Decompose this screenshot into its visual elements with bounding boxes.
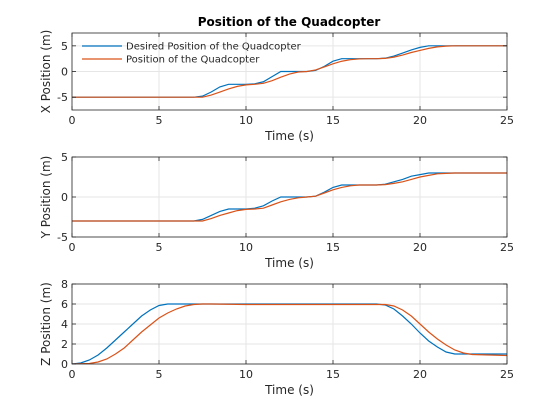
y-tick-label: 2 [61,338,68,351]
y-tick-label: 8 [61,278,68,291]
y-axis-label: Y Position (m) [39,156,53,240]
legend-label-1: Desired Position of the Quadcopter [126,42,302,53]
x-tick-label: 5 [156,241,163,254]
x-tick-label: 10 [239,114,253,127]
x-axis-label: Time (s) [264,256,314,270]
y-tick-label: 6 [61,298,68,311]
x-tick-label: 15 [326,241,340,254]
series-line-2 [72,45,507,98]
x-tick-label: 0 [69,114,76,127]
series-line-1 [72,45,507,98]
x-tick-label: 15 [326,368,340,381]
x-tick-label: 5 [156,368,163,381]
legend-label-2: Position of the Quadcopter [126,55,260,66]
x-axis-label: Time (s) [264,383,314,397]
subplot-3: 0 5 10 15 20 25 0 2 4 6 8 Time (s) Z Position (m) [39,278,514,397]
y-axis-label: Z Position (m) [39,282,53,366]
x-tick-label: 0 [69,368,76,381]
x-tick-label: 20 [413,368,427,381]
y-tick-label: 5 [61,40,68,53]
series-line-2 [72,303,507,364]
chart-title: Position of the Quadcopter [198,15,381,29]
x-tick-label: 20 [413,241,427,254]
x-tick-label: 25 [500,368,514,381]
series-line-2 [72,172,507,222]
legend: Desired Position of the Quadcopter Positi… [82,42,302,66]
y-tick-label: 4 [61,318,68,331]
y-tick-label: -5 [57,231,68,244]
x-axis-label: Time (s) [264,129,314,143]
x-tick-label: 10 [239,368,253,381]
x-tick-label: 25 [500,241,514,254]
x-tick-label: 10 [239,241,253,254]
x-tick-label: 0 [69,241,76,254]
x-tick-label: 25 [500,114,514,127]
y-tick-label: 0 [61,358,68,371]
x-tick-label: 5 [156,114,163,127]
x-tick-label: 15 [326,114,340,127]
x-tick-label: 20 [413,114,427,127]
y-tick-label: -5 [57,91,68,104]
series-line-1 [72,172,507,222]
y-tick-label: 0 [61,66,68,79]
y-tick-label: 0 [61,191,68,204]
y-axis-label: X Position (m) [39,30,53,114]
y-tick-label: 5 [61,151,68,164]
